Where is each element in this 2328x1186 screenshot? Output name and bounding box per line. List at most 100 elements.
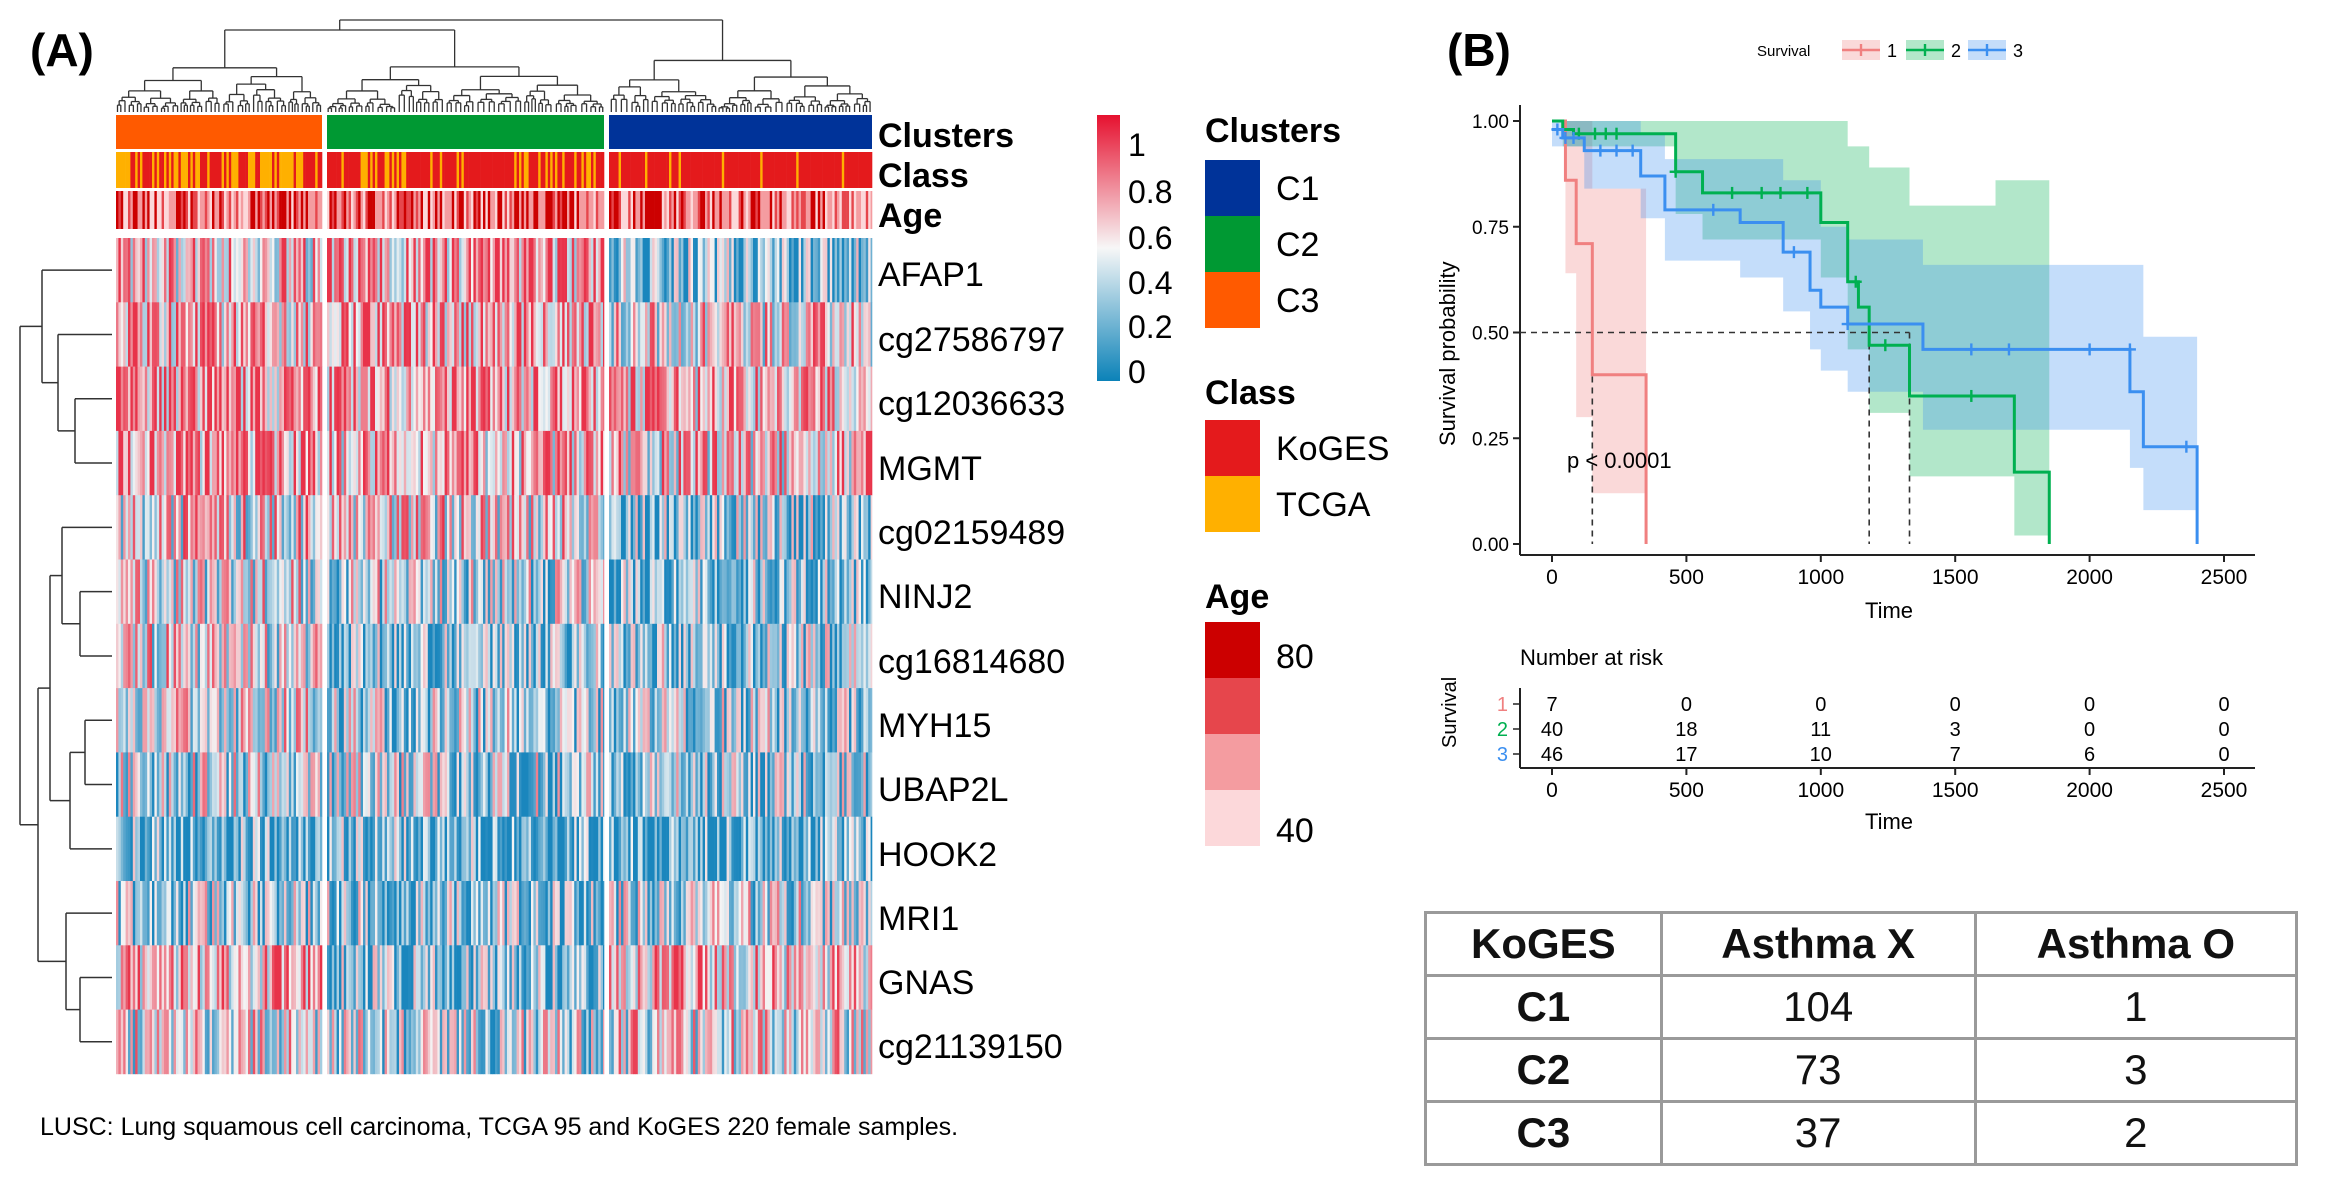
heatmap-cell xyxy=(681,495,684,560)
heatmap-cell xyxy=(669,302,672,367)
heatmap-cell xyxy=(657,752,660,817)
age-cell xyxy=(161,191,165,229)
heatmap-cell xyxy=(659,366,663,432)
heatmap-cell xyxy=(264,688,268,753)
heatmap-cell xyxy=(769,495,773,560)
heatmap-cell xyxy=(130,945,134,1010)
heatmap-cell xyxy=(492,495,496,560)
heatmap-cell xyxy=(188,752,191,817)
heatmap-cell xyxy=(753,430,756,496)
heatmap-cell xyxy=(681,1009,684,1075)
heatmap-cell xyxy=(738,881,742,946)
heatmap-cell xyxy=(817,945,821,1010)
age-cell xyxy=(463,191,467,229)
heatmap-cell xyxy=(552,559,556,625)
heatmap-cell xyxy=(130,238,134,303)
age-cell xyxy=(649,191,653,229)
class-cell xyxy=(427,152,431,188)
heatmap-cell xyxy=(736,688,739,753)
heatmap-cell xyxy=(552,1009,556,1075)
heatmap-cell xyxy=(394,1009,397,1075)
heatmap-cell xyxy=(233,559,237,625)
heatmap-cell xyxy=(697,430,701,496)
heatmap-cell xyxy=(657,688,660,753)
heatmap-cell xyxy=(817,495,821,560)
heatmap-cell xyxy=(156,881,160,946)
heatmap-cell xyxy=(678,1009,682,1075)
heatmap-cell xyxy=(721,559,725,625)
heatmap-cell xyxy=(336,752,340,817)
heatmap-cell xyxy=(611,366,615,432)
age-cell xyxy=(781,191,785,229)
heatmap-cell xyxy=(635,366,639,432)
heatmap-cell xyxy=(166,688,170,753)
heatmap-cell xyxy=(274,623,278,689)
heatmap-cell xyxy=(637,688,641,753)
heatmap-cell xyxy=(255,495,258,560)
heatmap-cell xyxy=(598,688,601,753)
heatmap-cell xyxy=(447,495,450,560)
heatmap-cell xyxy=(149,366,153,432)
heatmap-cell xyxy=(219,495,222,560)
heatmap-cell xyxy=(796,881,799,946)
heatmap-cell xyxy=(798,945,802,1010)
heatmap-cell xyxy=(490,816,493,882)
heatmap-cell xyxy=(557,945,561,1010)
heatmap-cell xyxy=(801,302,804,367)
heatmap-cell xyxy=(564,623,568,689)
heatmap-cell xyxy=(485,816,489,882)
heatmap-cell xyxy=(149,623,153,689)
heatmap-cell xyxy=(118,945,122,1010)
age-cell xyxy=(813,191,816,229)
age-cell xyxy=(137,191,141,229)
age-cell xyxy=(351,191,354,229)
heatmap-cell xyxy=(495,945,498,1010)
heatmap-cell xyxy=(557,238,561,303)
heatmap-cell xyxy=(200,559,203,625)
heatmap-cell xyxy=(724,559,727,625)
heatmap-cell xyxy=(255,430,258,496)
heatmap-cell xyxy=(315,238,318,303)
heatmap-cell xyxy=(690,430,694,496)
heatmap-cell xyxy=(156,495,160,560)
class-cell xyxy=(413,152,417,188)
heatmap-cell xyxy=(128,752,131,817)
heatmap-cell xyxy=(336,302,340,367)
heatmap-cell xyxy=(745,430,749,496)
heatmap-cell xyxy=(490,302,493,367)
heatmap-cell xyxy=(743,559,747,625)
heatmap-cell xyxy=(504,945,508,1010)
age-cell xyxy=(600,191,604,229)
heatmap-cell xyxy=(685,752,689,817)
class-cell xyxy=(803,152,807,188)
heatmap-cell xyxy=(813,430,816,496)
heatmap-cell xyxy=(705,366,708,432)
heatmap-cell xyxy=(315,495,318,560)
heatmap-cell xyxy=(365,430,369,496)
class-cell xyxy=(588,152,592,188)
age-cell xyxy=(140,191,143,229)
heatmap-cell xyxy=(540,238,544,303)
heatmap-cell xyxy=(793,559,797,625)
heatmap-cell xyxy=(820,623,823,689)
heatmap-cell xyxy=(815,559,819,625)
heatmap-cell xyxy=(649,1009,653,1075)
heatmap-cell xyxy=(334,366,337,432)
heatmap-cell xyxy=(156,559,160,625)
class-cell xyxy=(276,152,280,188)
class-cell xyxy=(451,152,455,188)
heatmap-cell xyxy=(123,238,126,303)
heatmap-cell xyxy=(637,366,641,432)
heatmap-cell xyxy=(485,1009,489,1075)
heatmap-cell xyxy=(166,302,170,367)
age-cell xyxy=(685,191,689,229)
heatmap-cell xyxy=(593,302,597,367)
heatmap-cell xyxy=(459,495,462,560)
heatmap-cell xyxy=(125,238,129,303)
heatmap-cell xyxy=(709,430,713,496)
heatmap-cell xyxy=(123,623,126,689)
age-cell xyxy=(630,191,634,229)
age-cell xyxy=(403,191,407,229)
heatmap-cell xyxy=(509,430,513,496)
heatmap-cell xyxy=(765,881,768,946)
